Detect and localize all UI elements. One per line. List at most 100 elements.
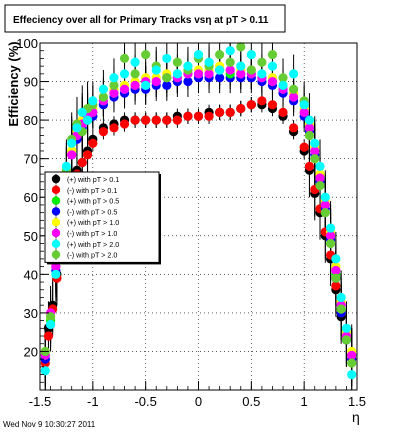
x-tick-label: -1 [87, 394, 99, 409]
data-point [304, 161, 315, 171]
data-point [119, 84, 130, 94]
data-point [98, 84, 108, 94]
legend-entry-label: (+) with pT > 0.1 [67, 175, 119, 184]
data-point [278, 80, 288, 91]
data-point [183, 111, 193, 121]
x-tick-label: -0.5 [134, 394, 156, 409]
data-point [310, 138, 320, 148]
data-point [82, 115, 93, 125]
data-point [204, 111, 214, 121]
data-point [119, 119, 130, 129]
data-point [331, 273, 341, 283]
legend-entry-label: (-) with pT > 2.0 [67, 251, 117, 260]
legend-marker [51, 207, 61, 216]
data-point [109, 123, 119, 133]
data-point [267, 76, 278, 87]
legend-marker [51, 250, 61, 259]
data-point [347, 350, 357, 360]
data-point [331, 265, 341, 276]
data-point [193, 69, 204, 79]
data-point [225, 107, 235, 117]
data-point [299, 142, 309, 152]
data-point [130, 57, 140, 67]
data-point [236, 69, 246, 79]
data-point [45, 312, 56, 322]
legend-frame [44, 171, 160, 263]
data-point [236, 42, 246, 52]
data-point [336, 304, 346, 314]
legend-entry-label: (-) with pT > 0.1 [67, 186, 117, 195]
y-tick-label: 60 [24, 190, 38, 205]
data-point [304, 115, 315, 125]
data-point [289, 123, 299, 133]
data-point [151, 65, 161, 75]
data-point [236, 61, 246, 71]
data-point [278, 107, 288, 117]
data-point [257, 69, 267, 79]
data-point [130, 80, 140, 91]
legend-marker [51, 239, 61, 248]
data-point [315, 161, 325, 171]
data-point [51, 269, 61, 279]
data-point [320, 208, 330, 218]
x-tick-label: 1.5 [348, 394, 366, 409]
data-point [162, 73, 172, 83]
data-point [289, 84, 299, 94]
y-tick-label: 20 [24, 344, 38, 359]
data-point [162, 53, 172, 64]
data-point [310, 154, 320, 164]
legend: (+) with pT > 0.1 (-) with pT > 0.1 (+) wi… [44, 171, 161, 265]
data-point [304, 130, 315, 141]
data-point [267, 100, 278, 110]
data-point [215, 49, 225, 60]
data-point [278, 73, 288, 83]
data-point [257, 96, 267, 106]
data-point [299, 100, 309, 110]
data-point [299, 107, 309, 117]
legend-marker [51, 228, 61, 238]
data-point [109, 80, 119, 91]
data-point [77, 107, 87, 117]
data-point [183, 61, 193, 71]
data-point [236, 103, 246, 114]
data-point [336, 292, 346, 303]
data-point [267, 61, 278, 71]
data-point [310, 146, 320, 156]
data-point [347, 369, 357, 380]
data-point [162, 80, 172, 91]
data-point [172, 115, 182, 125]
data-point [82, 150, 93, 160]
x-tick-label: -1.5 [29, 394, 51, 409]
y-tick-label: 70 [24, 152, 38, 167]
data-point [88, 138, 98, 148]
y-tick-label: 100 [16, 36, 38, 51]
data-point [61, 161, 72, 171]
data-point [172, 69, 182, 79]
data-point [331, 254, 341, 264]
y-axis-label: Efficiency (%) [6, 41, 21, 126]
data-point [341, 323, 352, 333]
data-point [347, 358, 357, 368]
y-tick-label: 50 [24, 229, 38, 244]
data-points [40, 42, 357, 380]
y-tick-label: 90 [24, 75, 38, 90]
legend-marker [51, 196, 61, 205]
data-point [246, 65, 256, 75]
data-point [225, 57, 235, 67]
data-point [315, 173, 325, 183]
y-tick-label: 40 [24, 267, 38, 282]
data-point [289, 92, 299, 102]
data-point [225, 65, 235, 75]
data-point [225, 46, 235, 56]
x-tick-label: 0 [195, 394, 202, 409]
x-axis-label: η [352, 409, 360, 425]
data-point [88, 96, 98, 106]
data-point [151, 115, 161, 125]
data-point [67, 138, 77, 148]
legend-entry-label: (+) with pT > 0.5 [67, 197, 119, 206]
data-point [215, 65, 225, 75]
data-point [304, 123, 315, 133]
data-point [172, 57, 182, 67]
data-point [320, 192, 330, 202]
